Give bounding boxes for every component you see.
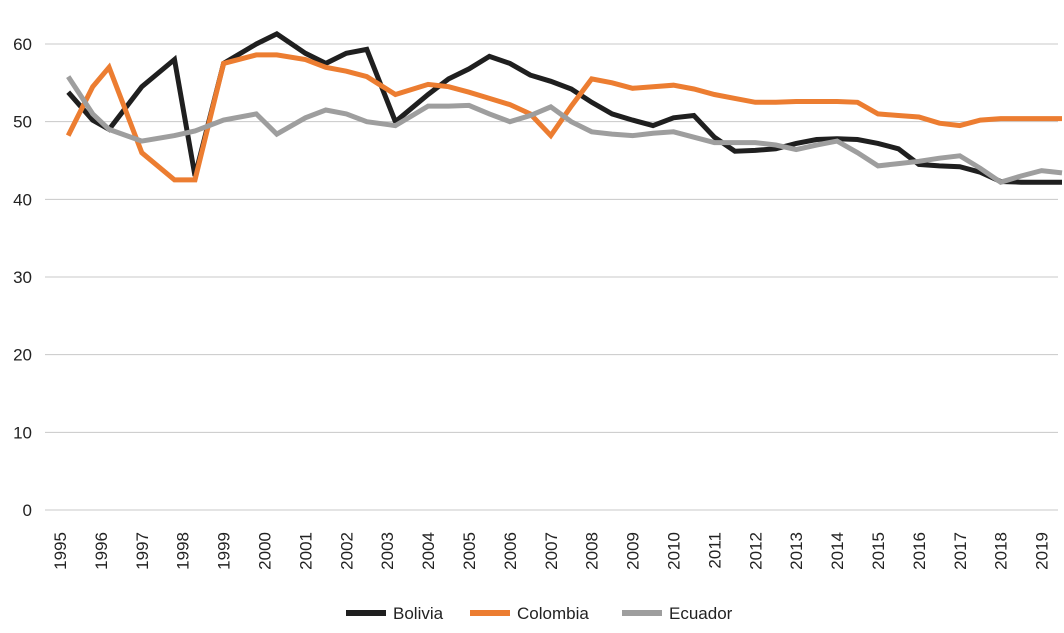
x-tick-label: 2008: [583, 532, 602, 570]
series-lines: [65, 31, 1063, 185]
legend-label-colombia: Colombia: [517, 604, 589, 623]
x-tick-label: 2001: [296, 532, 315, 570]
y-tick-label: 40: [13, 190, 32, 209]
x-tick-label: 2003: [378, 532, 397, 570]
y-tick-label: 50: [13, 113, 32, 132]
x-axis: 1995 1996 1997 1998 1999 2000 2001 2002 2003 2004…: [51, 532, 1052, 570]
x-tick-label: 2011: [705, 532, 724, 569]
x-tick-label: 1997: [133, 532, 152, 570]
x-tick-label: 2007: [542, 532, 561, 570]
x-tick-label: 2014: [828, 532, 847, 570]
legend-label-ecuador: Ecuador: [669, 604, 733, 623]
x-tick-label: 2012: [746, 532, 765, 570]
x-tick-label: 2019: [1033, 532, 1052, 570]
x-tick-label: 2006: [501, 532, 520, 570]
y-tick-label: 0: [23, 501, 32, 520]
x-tick-label: 2000: [256, 532, 275, 570]
y-tick-label: 20: [13, 346, 32, 365]
series-line-ecuador: [66, 75, 1063, 185]
series-line-bolivia: [66, 31, 1062, 185]
y-tick-label: 60: [13, 35, 32, 54]
series-line-colombia: [65, 52, 1062, 183]
x-tick-label: 2009: [624, 532, 643, 570]
x-tick-label: 2013: [787, 532, 806, 570]
y-axis: 0 10 20 30 40 50 60: [13, 35, 32, 520]
y-tick-label: 30: [13, 268, 32, 287]
x-tick-label: 2010: [665, 532, 684, 570]
x-tick-label: 2004: [419, 532, 438, 570]
x-tick-label: 1995: [51, 532, 70, 570]
x-tick-label: 1999: [215, 532, 234, 570]
x-tick-label: 1996: [92, 532, 111, 570]
legend-label-bolivia: Bolivia: [393, 604, 444, 623]
x-tick-label: 2016: [910, 532, 929, 570]
x-tick-label: 2002: [337, 532, 356, 570]
x-tick-label: 1998: [174, 532, 193, 570]
x-tick-label: 2005: [460, 532, 479, 570]
x-tick-label: 2018: [992, 532, 1011, 570]
legend: Bolivia Colombia Ecuador: [346, 604, 733, 623]
x-tick-label: 2017: [951, 532, 970, 570]
x-tick-label: 2015: [869, 532, 888, 570]
y-tick-label: 10: [13, 423, 32, 442]
